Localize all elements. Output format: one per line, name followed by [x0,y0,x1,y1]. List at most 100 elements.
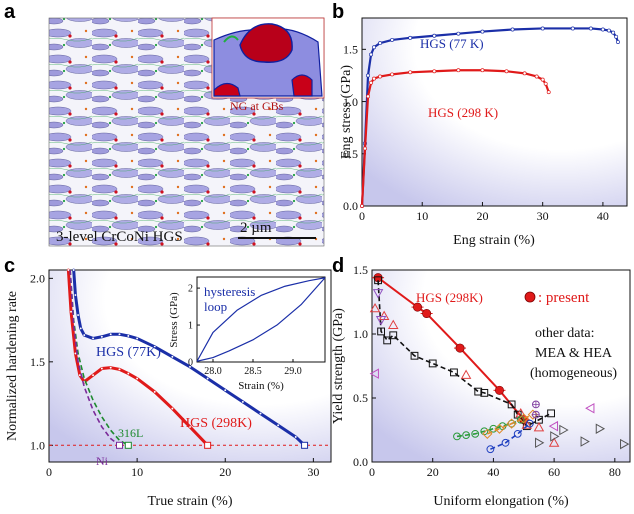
d-data-point [620,438,630,450]
c-end-marker [301,441,309,449]
b-y-tick-label: 1.5 [343,43,358,57]
b-data-point [390,37,395,42]
d-data-point [455,343,465,353]
panel-a-label: a [4,1,16,23]
b-x-tick-label: 30 [537,209,549,223]
c-data-point [79,326,83,330]
scale-bar-label: 2 µm [240,220,272,236]
d-data-point [516,415,525,424]
d-data-point [580,436,590,447]
b-data-point [408,70,413,75]
inset-y-tick-label: 2 [188,284,193,295]
d-data-point [494,423,505,434]
d-data-point [535,437,545,449]
d-data-point [550,431,560,442]
c-data-point [223,388,227,392]
c-data-point [109,366,113,370]
d-data-point [383,336,392,345]
d-data-point [374,276,382,285]
d-data-point [480,388,489,397]
inset-marks: 28.0 28.5 29.0 0 1 2 [188,277,326,377]
c-end-marker [124,441,132,449]
panel-c-label: c [4,255,15,277]
c-data-point [72,268,76,272]
d-data-point [450,368,458,377]
b-data-point [546,90,551,95]
d-x-tick-label: 0 [369,465,375,479]
c-data-point [170,407,174,411]
b-data-point [363,146,367,151]
b-data-point [369,52,373,57]
b-data-point [408,35,413,40]
b-data-point [614,34,619,39]
c-data-point [135,377,139,380]
c-data-point [188,425,192,429]
d-data-point [428,359,437,368]
b-data-point [456,68,461,73]
d-data-point [547,409,555,418]
d-data-point [375,316,387,326]
inset-y-tick-label: 0 [188,358,193,369]
d-data-point [474,387,483,396]
c-series-label-77k: HGS (77K) [96,345,161,360]
c-data-point [188,365,192,369]
d-data-point [377,327,386,336]
d-y-axis-label: Yield strength (GPa) [331,308,346,424]
c-x-tick-label: 30 [307,465,319,479]
ng-inset: NG at GBs [211,17,325,113]
c-data-point [118,367,121,371]
d-data-point [532,410,540,419]
b-data-point [611,30,616,35]
c-data-point [241,400,245,404]
b-data-point [480,68,485,73]
b-data-point [588,26,593,31]
c-data-point [69,310,73,314]
c-data-point [73,293,77,297]
d-data-point [521,419,533,429]
d-data-point [507,419,516,428]
d-data-point [482,428,493,439]
d-x-tick-label: 80 [609,465,621,479]
d-data-point [369,368,379,379]
c-data-point [91,337,95,340]
c-data-point [153,345,157,349]
d-data-point [513,429,522,438]
c-data-point [100,335,104,339]
b-data-point [570,26,575,31]
panel-a: a NG at GBs 3-level CrCoNi HGS 2 µm [4,1,325,247]
c-series-label-298k: HGS (298K) [180,416,252,431]
d-legend-other-line1: other data: [535,326,594,341]
c-series-line-2 [69,269,129,446]
d-data-point [532,400,540,409]
chart-c-marks: 0 10 20 301.01.52.0 [30,268,331,479]
b-data-point [540,26,545,31]
c-y-tick-label: 1.5 [30,355,45,369]
b-x-tick-label: 40 [597,209,609,223]
b-data-point [366,73,370,78]
b-data-point [600,27,605,32]
c-data-point [206,377,210,380]
d-data-point [462,431,470,440]
d-data-point [518,413,529,424]
b-y-tick-label: 1.0 [343,95,358,109]
d-x-tick-label: 60 [548,465,560,479]
b-x-tick-label: 20 [476,209,488,223]
b-series-label-77k: HGS (77 K) [420,36,484,51]
d-y-tick-label: 1.5 [353,263,368,277]
c-data-point [135,337,139,340]
c-series-label-316l: 316L [118,426,143,440]
chart-d-marks: 0 20 40 60 80 0.0 0.5 1.0 1.5 [353,263,630,479]
d-data-point [548,437,560,447]
plot-area-b [361,17,628,207]
inset-label: NG at GBs [230,99,284,113]
c-data-point [109,332,113,336]
c-data-point [126,334,130,338]
d-series-label-hgs: HGS (298K) [416,290,483,305]
c-y-tick-label: 2.0 [30,272,45,286]
b-data-point [378,41,383,46]
c-data-point [118,332,121,336]
d-x-tick-label: 20 [427,465,439,479]
d-data-point [548,420,559,432]
d-series-line-8 [490,422,531,450]
d-data-point [410,351,419,360]
